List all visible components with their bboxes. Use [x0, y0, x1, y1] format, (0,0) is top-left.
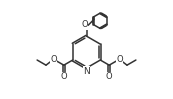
Text: O: O: [50, 55, 57, 64]
Text: O: O: [61, 72, 67, 81]
Text: O: O: [81, 20, 88, 29]
Text: O: O: [116, 55, 123, 64]
Text: O: O: [106, 72, 112, 81]
Text: N: N: [83, 67, 90, 76]
